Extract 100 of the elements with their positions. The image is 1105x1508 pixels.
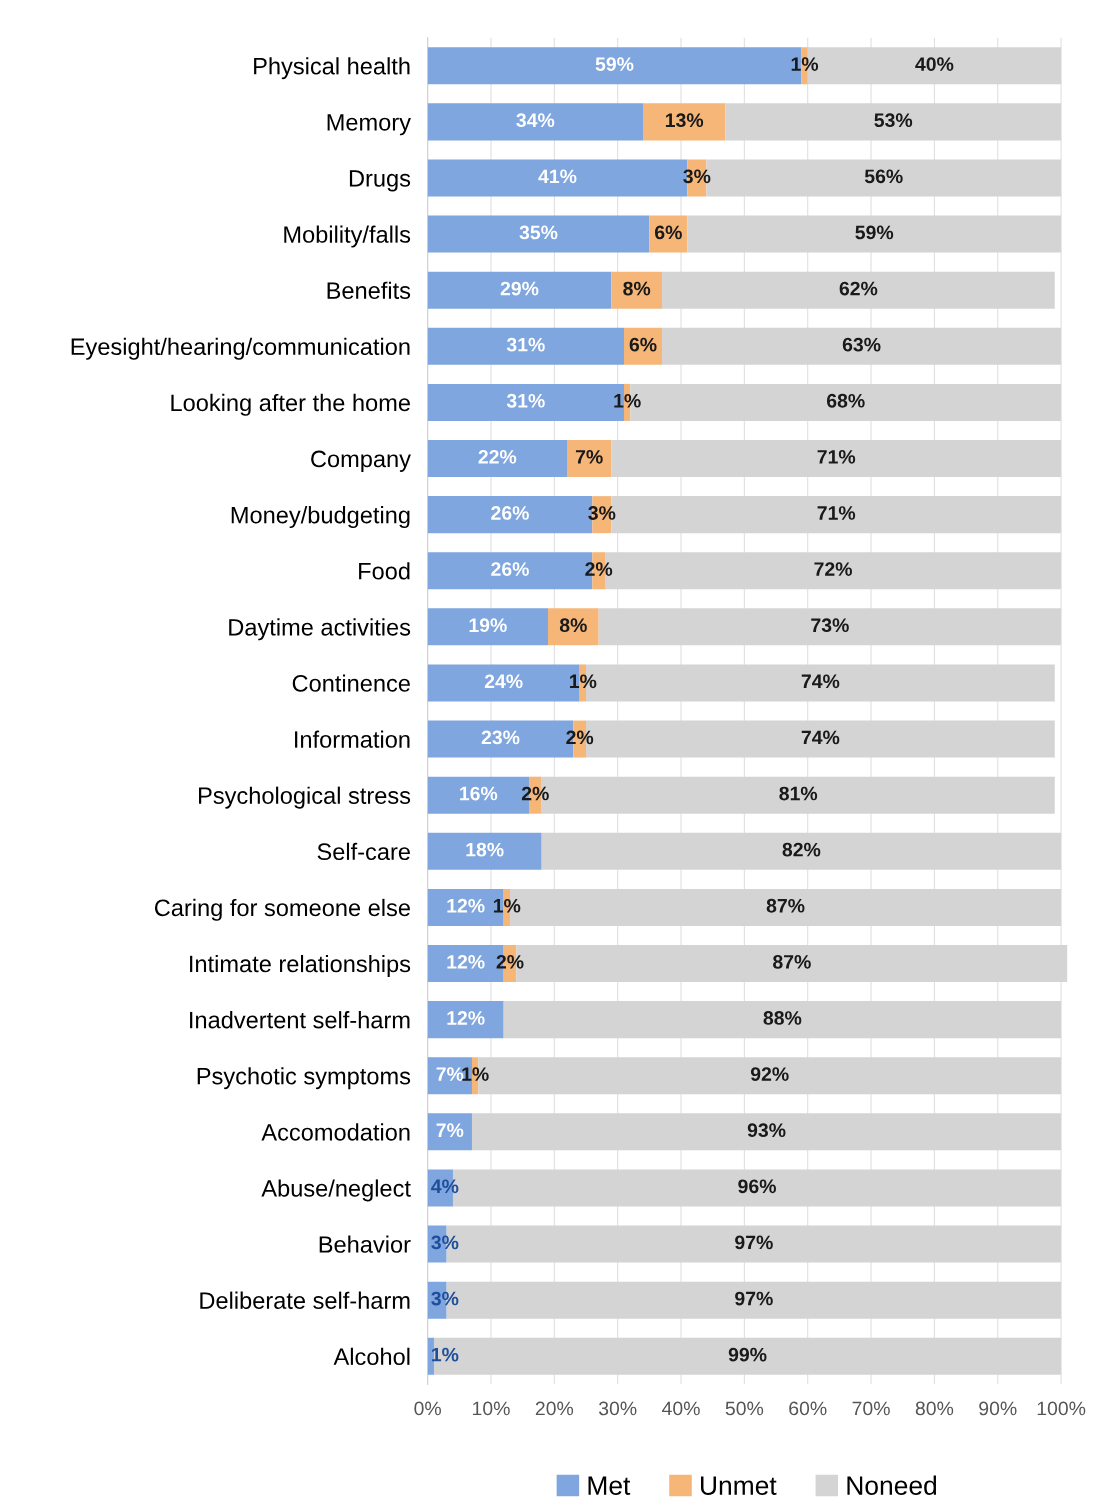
data-label: 12%	[447, 1011, 485, 1025]
x-tick-label: 40%	[662, 1401, 700, 1416]
bar	[427, 608, 548, 646]
data-label: 13%	[665, 113, 704, 128]
data-label: 41%	[538, 169, 577, 184]
y-tick-label: Physical health	[254, 57, 410, 80]
bar	[427, 1337, 434, 1375]
y-tick-label: Information	[295, 730, 410, 748]
y-tick-label: Eyesight/hearing/communication	[71, 337, 410, 360]
bar	[427, 1001, 504, 1039]
x-tick-label: 0%	[414, 1401, 441, 1416]
data-label: 24%	[484, 674, 523, 689]
data-label: 71%	[817, 506, 856, 520]
bar	[427, 1113, 472, 1151]
bar	[427, 103, 644, 141]
y-tick-label: Food	[359, 562, 410, 580]
y-tick-label: Accomodation	[261, 1123, 410, 1141]
bar	[567, 440, 612, 478]
data-label: 40%	[915, 57, 954, 71]
data-label: 93%	[747, 1123, 786, 1138]
y-tick-label: Behavior	[319, 1235, 411, 1253]
data-label: 59%	[595, 57, 634, 71]
data-label: 35%	[519, 225, 558, 240]
data-label: 97%	[735, 1291, 773, 1306]
data-label: 2%	[521, 786, 549, 801]
data-label: 31%	[506, 393, 545, 408]
data-label: 12%	[447, 898, 485, 913]
y-tick-label: Memory	[327, 114, 411, 136]
y-tick-label: Psychotic symptoms	[197, 1067, 411, 1090]
data-label: 29%	[500, 281, 539, 296]
y-tick-label: Money/budgeting	[231, 506, 410, 529]
data-label: 82%	[782, 842, 821, 857]
y-tick-label: Alcohol	[333, 1347, 410, 1366]
bar	[427, 271, 612, 309]
data-label: 26%	[491, 506, 529, 520]
data-label: 22%	[478, 449, 517, 464]
data-label: 99%	[728, 1347, 767, 1362]
x-tick-label: 50%	[725, 1401, 764, 1416]
data-label: 1%	[791, 57, 819, 71]
bar	[611, 271, 663, 309]
x-tick-label: 60%	[789, 1401, 827, 1416]
legend-label: Met	[588, 1476, 631, 1495]
data-label: 62%	[839, 281, 878, 296]
data-label: 3%	[683, 169, 711, 184]
data-label: 53%	[874, 113, 913, 128]
data-label: 12%	[447, 954, 485, 969]
x-tick-label: 10%	[473, 1401, 510, 1416]
data-label: 88%	[763, 1011, 802, 1025]
data-label: 1%	[570, 674, 597, 689]
data-label: 23%	[481, 730, 520, 745]
data-label: 31%	[506, 337, 545, 352]
data-label: 6%	[655, 225, 682, 240]
bar	[427, 327, 625, 365]
data-label: 1%	[432, 1347, 459, 1362]
data-label: 2%	[566, 730, 594, 745]
bar	[427, 215, 650, 253]
data-label: 8%	[623, 281, 651, 296]
data-label: 72%	[814, 562, 852, 576]
y-tick-label: Intimate relationships	[190, 954, 411, 977]
data-label: 16%	[460, 786, 498, 801]
data-label: 6%	[629, 337, 657, 352]
y-tick-label: Self-care	[317, 842, 410, 861]
legend-label: Noneed	[847, 1475, 937, 1495]
data-label: 68%	[826, 393, 865, 408]
data-label: 56%	[864, 169, 903, 184]
x-tick-label: 100%	[1037, 1401, 1086, 1416]
data-label: 1%	[462, 1067, 489, 1081]
x-tick-label: 80%	[915, 1401, 954, 1416]
data-label: 7%	[436, 1123, 464, 1138]
bar	[547, 608, 599, 646]
data-label: 87%	[773, 954, 811, 969]
data-label: 8%	[559, 618, 587, 633]
y-tick-label: Daytime activities	[229, 618, 411, 641]
data-label: 18%	[466, 842, 504, 857]
x-tick-label: 90%	[979, 1401, 1017, 1416]
x-tick-label: 20%	[535, 1401, 574, 1416]
data-label: 63%	[842, 337, 881, 352]
y-tick-label: Inadvertent self-harm	[190, 1011, 410, 1029]
data-label: 97%	[735, 1235, 773, 1250]
data-label: 71%	[817, 450, 856, 464]
y-tick-label: Psychological stress	[199, 786, 411, 809]
legend-label: Unmet	[701, 1476, 777, 1495]
data-label: 73%	[811, 618, 849, 633]
bar	[427, 440, 567, 478]
data-label: 19%	[469, 618, 507, 633]
data-label: 7%	[575, 450, 603, 464]
data-label: 92%	[750, 1067, 789, 1081]
y-tick-label: Company	[311, 450, 411, 472]
data-label: 1%	[493, 898, 521, 913]
data-label: 1%	[614, 393, 641, 408]
y-tick-label: Caring for someone else	[154, 898, 410, 921]
y-tick-label: Benefits	[327, 281, 411, 299]
y-tick-label: Abuse/neglect	[261, 1179, 411, 1202]
y-tick-label: Mobility/falls	[284, 225, 411, 248]
x-tick-label: 30%	[598, 1401, 637, 1416]
y-tick-label: Looking after the home	[171, 393, 410, 416]
data-label: 81%	[779, 786, 818, 801]
data-label: 2%	[496, 954, 524, 969]
data-label: 96%	[738, 1179, 776, 1194]
data-label: 7%	[436, 1067, 464, 1081]
